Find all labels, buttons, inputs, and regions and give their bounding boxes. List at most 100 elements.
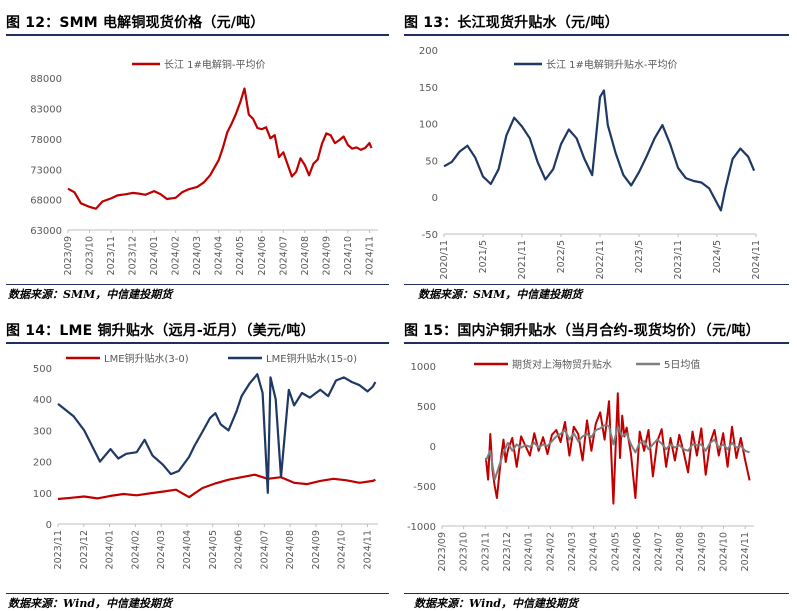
y-tick-label: 83000 bbox=[30, 105, 62, 116]
legend-label: LME铜升贴水(15-0) bbox=[266, 352, 357, 365]
source-divider bbox=[404, 593, 789, 594]
data-source: 数据来源：SMM，中信建投期货 bbox=[8, 288, 173, 301]
x-tick-label: 2024/05 bbox=[208, 530, 219, 569]
title-divider bbox=[404, 34, 789, 36]
y-tick-label: 0 bbox=[430, 442, 436, 453]
x-tick-label: 2023/12 bbox=[79, 530, 90, 569]
x-tick-label: 2023/11 bbox=[673, 240, 684, 279]
x-tick-label: 2024/11 bbox=[751, 240, 762, 279]
y-tick-label: -1000 bbox=[407, 522, 436, 533]
y-tick-label: 100 bbox=[33, 489, 52, 500]
y-tick-label: 78000 bbox=[30, 135, 62, 146]
x-tick-label: 2024/02 bbox=[545, 532, 556, 571]
x-tick-label: 2023/12 bbox=[128, 236, 139, 275]
x-tick-label: 2024/06 bbox=[257, 236, 268, 275]
title-divider bbox=[404, 342, 789, 344]
x-tick-label: 2023/10 bbox=[85, 236, 96, 275]
x-tick-label: 2024/08 bbox=[300, 236, 311, 275]
y-tick-label: 0 bbox=[432, 193, 438, 204]
y-tick-label: 300 bbox=[33, 426, 52, 437]
x-tick-label: 2021/11 bbox=[517, 240, 528, 279]
x-tick-label: 2023/10 bbox=[459, 532, 470, 571]
x-tick-label: 2024/03 bbox=[192, 236, 203, 275]
legend-label: LME铜升贴水(3-0) bbox=[104, 352, 189, 365]
y-tick-label: 500 bbox=[33, 364, 52, 375]
x-tick-label: 2024/02 bbox=[171, 236, 182, 275]
x-tick-label: 2024/09 bbox=[311, 530, 322, 569]
x-tick-label: 2024/01 bbox=[524, 532, 535, 571]
y-tick-label: 200 bbox=[33, 458, 52, 469]
x-tick-label: 2023/11 bbox=[480, 532, 491, 571]
y-tick-label: 63000 bbox=[30, 226, 62, 237]
source-divider bbox=[404, 284, 789, 285]
y-tick-label: 50 bbox=[425, 156, 438, 167]
x-tick-label: 2024/04 bbox=[214, 236, 225, 275]
x-tick-label: 2023/09 bbox=[63, 236, 74, 275]
x-tick-label: 2024/06 bbox=[234, 530, 245, 569]
panel-title: 图 15：国内沪铜升贴水（当月合约-现货均价）（元/吨） bbox=[404, 323, 760, 339]
y-tick-label: 100 bbox=[419, 120, 438, 131]
x-tick-label: 2024/04 bbox=[182, 530, 193, 569]
legend-label: 长江 1#电解铜-平均价 bbox=[164, 58, 266, 71]
x-tick-label: 2024/09 bbox=[697, 532, 708, 571]
x-tick-label: 2024/05 bbox=[610, 532, 621, 571]
x-tick-label: 2024/08 bbox=[675, 532, 686, 571]
x-tick-label: 2024/07 bbox=[278, 236, 289, 275]
title-divider bbox=[6, 342, 389, 344]
y-tick-label: 68000 bbox=[30, 196, 62, 207]
panel-title: 图 14：LME 铜升贴水（远月-近月）（美元/吨） bbox=[6, 323, 315, 339]
x-tick-label: 2022/11 bbox=[595, 240, 606, 279]
x-tick-label: 2024/5 bbox=[712, 240, 723, 273]
x-tick-label: 2024/01 bbox=[105, 530, 116, 569]
x-tick-label: 2022/5 bbox=[556, 240, 567, 273]
y-tick-label: 1000 bbox=[411, 362, 436, 373]
title-divider bbox=[6, 34, 389, 36]
y-tick-label: -500 bbox=[413, 482, 436, 493]
chart-lme-copper-spread: 0 100 200 300 400 500 2023/11 2023/12 2024/01 202… bbox=[33, 352, 378, 569]
series-line bbox=[443, 89, 756, 212]
data-source: 数据来源：SMM，中信建投期货 bbox=[418, 288, 583, 301]
x-tick-label: 2024/11 bbox=[740, 532, 751, 571]
series-line bbox=[67, 87, 373, 210]
panel-lme-copper-spread: 图 14：LME 铜升贴水（远月-近月）（美元/吨） 0 100 200 300 400… bbox=[6, 316, 391, 610]
y-tick-label: 150 bbox=[419, 83, 438, 94]
series-line bbox=[57, 473, 376, 501]
x-tick-label: 2024/07 bbox=[259, 530, 270, 569]
data-source: 数据来源：Wind，中信建投期货 bbox=[8, 597, 173, 610]
y-tick-label: 88000 bbox=[30, 74, 62, 85]
x-tick-label: 2024/10 bbox=[337, 530, 348, 569]
series-line bbox=[484, 392, 751, 505]
y-tick-label: 0 bbox=[46, 520, 52, 531]
x-tick-label: 2020/11 bbox=[439, 240, 450, 279]
x-tick-label: 2024/08 bbox=[285, 530, 296, 569]
legend-label: 期货对上海物贸升贴水 bbox=[512, 358, 612, 371]
y-tick-label: 200 bbox=[419, 46, 438, 57]
x-tick-label: 2021/5 bbox=[478, 240, 489, 273]
legend-label: 5日均值 bbox=[664, 358, 700, 371]
source-divider bbox=[6, 284, 389, 285]
chart-changjiang-spot-premium: -50 0 50 100 150 200 2020/11 2021/5 2021/11 2022/… bbox=[419, 46, 762, 279]
x-tick-label: 2024/02 bbox=[130, 530, 141, 569]
chart-shfe-copper-premium: -1000 -500 0 500 1000 2023/09 2023/10 2023/11 20… bbox=[407, 358, 754, 571]
x-tick-label: 2024/11 bbox=[363, 530, 374, 569]
series-line bbox=[57, 373, 377, 494]
x-tick-label: 2024/03 bbox=[156, 530, 167, 569]
source-divider bbox=[6, 593, 389, 594]
x-tick-label: 2024/03 bbox=[567, 532, 578, 571]
y-tick-label: 73000 bbox=[30, 165, 62, 176]
x-tick-label: 2024/01 bbox=[149, 236, 160, 275]
x-tick-label: 2023/09 bbox=[437, 532, 448, 571]
panel-title: 图 13：长江现货升贴水（元/吨） bbox=[404, 15, 619, 31]
legend-label: 长江 1#电解铜升贴水-平均价 bbox=[546, 58, 678, 71]
x-tick-label: 2024/10 bbox=[719, 532, 730, 571]
x-tick-label: 2024/10 bbox=[343, 236, 354, 275]
series-line bbox=[484, 424, 750, 481]
x-tick-label: 2023/12 bbox=[502, 532, 513, 571]
x-tick-label: 2024/07 bbox=[654, 532, 665, 571]
x-tick-label: 2024/05 bbox=[235, 236, 246, 275]
x-tick-label: 2024/11 bbox=[364, 236, 375, 275]
x-tick-label: 2024/06 bbox=[632, 532, 643, 571]
chart-smm-copper-spot-price: 63000 68000 73000 78000 83000 88000 2023/09 202… bbox=[30, 58, 378, 275]
panel-changjiang-spot-premium: 图 13：长江现货升贴水（元/吨） -50 0 50 100 150 200 2020/11… bbox=[404, 6, 789, 301]
y-tick-label: 500 bbox=[417, 402, 436, 413]
